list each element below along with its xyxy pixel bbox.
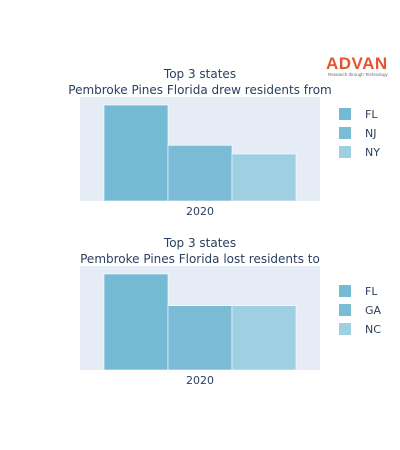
- chart-2-bar-ga: [167, 305, 233, 371]
- logo-tagline: Research through Technology: [328, 72, 388, 77]
- chart-2-subtitle: Pembroke Pines Florida lost residents to: [80, 252, 320, 266]
- chart-1-legend-swatch-nj: [339, 127, 351, 139]
- chart-2-legend-swatch-nc: [339, 323, 351, 335]
- chart-1-legend-label-nj: NJ: [365, 127, 376, 140]
- chart-1-bar-fl: [103, 104, 169, 202]
- chart-2-title: Top 3 states: [163, 236, 236, 250]
- chart-2-legend-label-ga: GA: [365, 304, 382, 317]
- chart-2-legend-label-nc: NC: [365, 323, 381, 336]
- chart-1-x-tick-label: 2020: [186, 205, 214, 218]
- chart-1-subtitle: Pembroke Pines Florida drew residents fr…: [68, 83, 331, 97]
- chart-2-legend-swatch-ga: [339, 304, 351, 316]
- chart-1-bar-nj: [167, 145, 233, 202]
- chart-2-bar-nc: [231, 305, 297, 371]
- chart-2-bar-fl: [103, 273, 169, 371]
- chart-2-legend-label-fl: FL: [365, 285, 378, 298]
- chart-1-title: Top 3 states: [163, 67, 236, 81]
- chart-2-x-tick-label: 2020: [186, 374, 214, 387]
- chart-1-legend-label-fl: FL: [365, 108, 378, 121]
- logo-wordmark: ADVAN: [326, 54, 388, 73]
- chart-1-bar-ny: [231, 153, 297, 202]
- chart-2-legend-swatch-fl: [339, 285, 351, 297]
- chart-1-legend-swatch-fl: [339, 108, 351, 120]
- chart-1-legend-label-ny: NY: [365, 146, 380, 159]
- advan-logo: ADVAN Research through Technology: [326, 55, 396, 79]
- chart-1-legend-swatch-ny: [339, 146, 351, 158]
